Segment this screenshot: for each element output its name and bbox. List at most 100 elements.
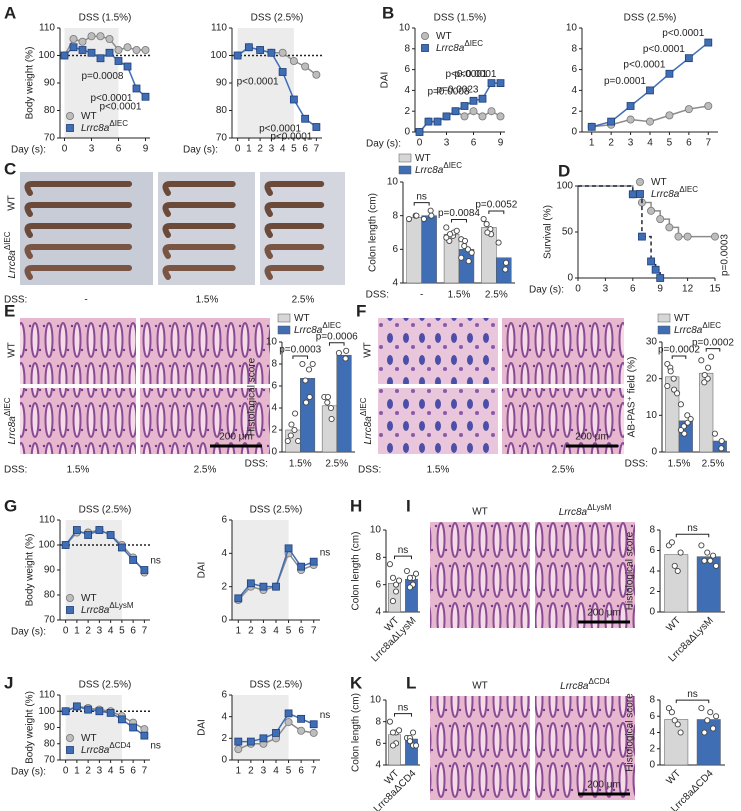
marker (259, 734, 268, 743)
y-tick-label: 100 (38, 50, 55, 61)
panel-label: E (4, 301, 15, 320)
data-point (428, 212, 435, 219)
significance-bracket (451, 218, 467, 223)
row-label: Lrrc8aΔIEC (359, 397, 374, 444)
marker (636, 177, 645, 186)
data-point (684, 412, 691, 419)
x-tick-label: 2 (85, 766, 91, 777)
y-tick-label: 0 (221, 755, 227, 766)
x-axis-label: DSS: (625, 459, 648, 470)
marker (656, 215, 665, 224)
data-point (718, 437, 725, 445)
label-part: Lrrc8a (559, 507, 588, 518)
scale-label: 200 μm (219, 432, 253, 443)
significance-bracket (413, 202, 430, 206)
y-tick-label: 100 (556, 181, 573, 192)
x-tick-label: 6 (298, 626, 304, 637)
x-tick-label: 6 (116, 144, 122, 155)
label-part: Lrrc8a (363, 416, 374, 445)
marker (656, 274, 665, 282)
bar (696, 719, 721, 766)
y-tick-label: 90 (44, 722, 56, 733)
marker (647, 257, 655, 266)
scale-label: 200 μm (587, 608, 621, 619)
marker (233, 51, 242, 60)
x-tick-label: 2 (248, 766, 254, 777)
marker (234, 745, 243, 754)
data-point (443, 234, 450, 241)
y-tick-label: 4 (271, 403, 277, 414)
y-tick-label: 8 (375, 716, 381, 727)
p-value-label: ns (398, 702, 409, 713)
marker (433, 117, 442, 126)
marker (141, 46, 150, 55)
legend-name: Lrrc8a (294, 325, 323, 336)
colon (264, 244, 325, 259)
marker (469, 107, 478, 116)
histology-image (20, 318, 136, 384)
histology-image (20, 388, 136, 454)
data-point (324, 399, 331, 406)
marker (95, 707, 104, 716)
p-value-label: p=0.0052 (475, 200, 517, 211)
data-point (413, 742, 420, 749)
marker (106, 531, 115, 539)
marker (638, 232, 646, 241)
data-point (406, 738, 414, 745)
legend-name: Lrrc8a (651, 189, 680, 200)
x-tick-label: 0 (235, 144, 241, 155)
marker (478, 94, 487, 103)
legend-name: Lrrc8a (81, 745, 110, 756)
marker (117, 715, 126, 724)
data-point (674, 567, 681, 575)
x-tick-label: 6 (130, 766, 136, 777)
x-tick-label: WT (664, 768, 683, 787)
y-tick-label: 50 (562, 227, 574, 238)
significance-bracket (292, 355, 309, 359)
x-tick-label: 6 (686, 138, 692, 149)
legend-name: WT (436, 31, 452, 42)
bar (336, 354, 352, 453)
label-part: Lrrc8a (7, 250, 18, 279)
data-point (704, 717, 711, 724)
data-point (464, 246, 472, 253)
y-tick-label: 110 (211, 23, 227, 34)
data-point (309, 360, 316, 368)
p-value-label: ns (416, 191, 427, 202)
data-point (446, 231, 454, 238)
marker (289, 95, 298, 104)
marker (297, 562, 306, 571)
marker (487, 79, 496, 88)
x-tick-label: 7 (142, 626, 148, 637)
p-value-label: p<0.0001 (446, 69, 488, 80)
y-tick-label: 2 (571, 106, 577, 117)
marker (451, 107, 460, 116)
histology-image (140, 388, 270, 454)
data-point (468, 249, 475, 256)
data-point (406, 574, 414, 581)
legend-swatch (398, 165, 412, 175)
scale-label: 200 μm (587, 780, 621, 791)
p-value-label: p=0.0001 (604, 76, 646, 87)
y-tick-label: 30 (646, 337, 658, 348)
y-axis-label: AB-PAS⁺ field (%) (627, 357, 638, 438)
marker (123, 62, 132, 71)
marker (66, 746, 74, 754)
marker (96, 32, 105, 41)
dss-label: DSS: (4, 295, 27, 306)
marker (651, 265, 660, 274)
y-tick-label: 8 (375, 552, 381, 563)
p-value-label: p=0.0002 (658, 345, 700, 356)
marker (78, 37, 87, 46)
data-point (707, 557, 714, 564)
data-point (710, 725, 717, 732)
marker (87, 32, 96, 41)
x-tick-label: 3 (444, 138, 450, 149)
legend-sup: ΔCD4 (109, 741, 131, 750)
data-point (403, 567, 410, 575)
y-tick-label: 6 (221, 515, 227, 526)
marker (95, 526, 104, 534)
marker (244, 43, 253, 52)
y-tick-label: 2 (221, 581, 227, 592)
marker (106, 708, 115, 717)
